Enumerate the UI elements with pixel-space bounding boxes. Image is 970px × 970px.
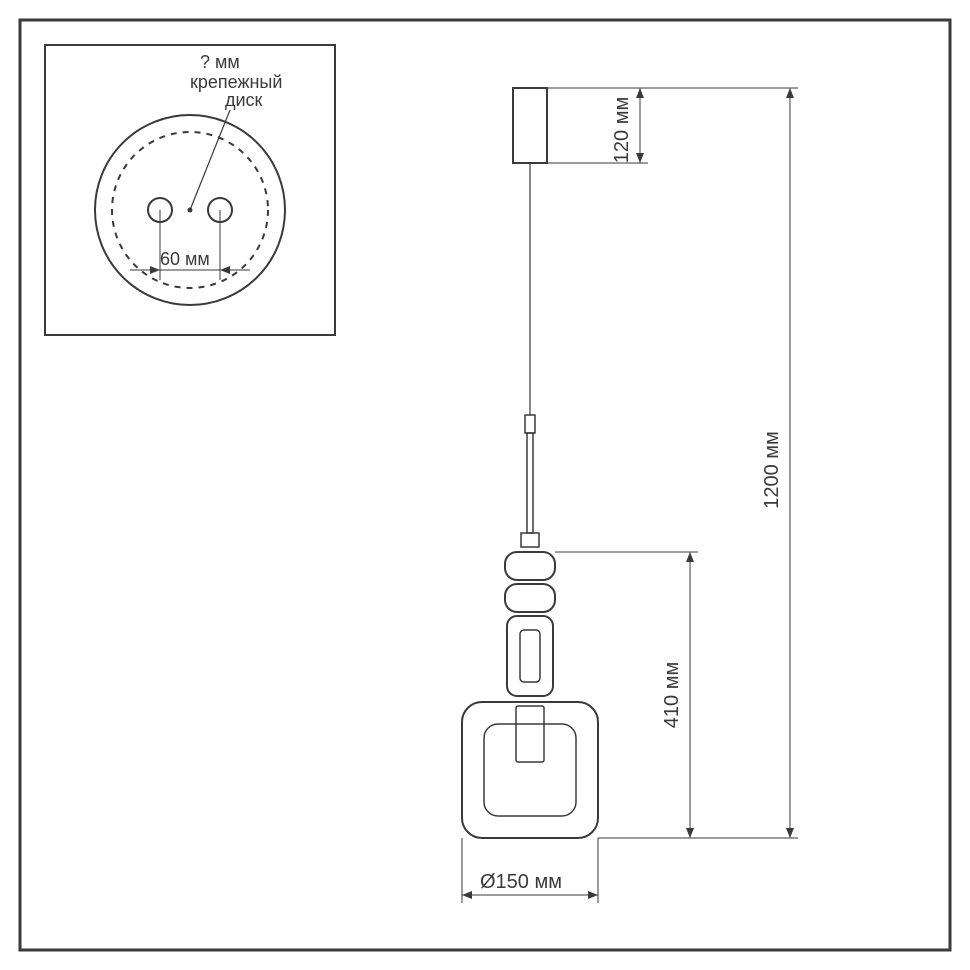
dim-150: Ø150 мм <box>480 871 562 893</box>
diagram-canvas: ? ммкрепежныйдиск 60 мм 120 мм 410 мм 1200 м… <box>0 0 970 970</box>
dim-120: 120 мм <box>611 97 633 163</box>
inset-label-disc-2: диск <box>225 90 263 110</box>
dim-1200: 1200 мм <box>761 431 783 509</box>
dim-410: 410 мм <box>661 662 683 728</box>
inset-label-disc-1: крепежный <box>190 72 282 92</box>
inset-label-hole-diameter: ? мм <box>200 52 240 72</box>
inset-dim-60: 60 мм <box>160 249 210 269</box>
